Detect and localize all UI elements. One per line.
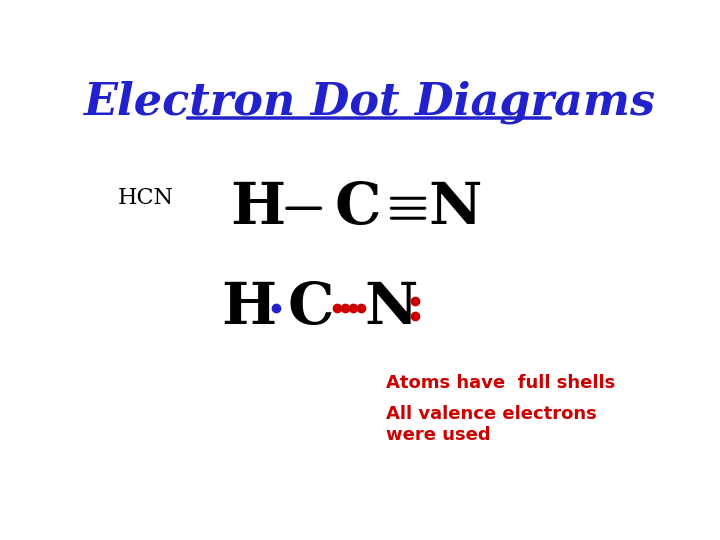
Text: Electron Dot Diagrams: Electron Dot Diagrams [83, 80, 655, 124]
Text: C: C [287, 280, 333, 336]
Text: H: H [222, 280, 276, 336]
Text: C: C [335, 180, 381, 237]
Text: All valence electrons
were used: All valence electrons were used [386, 405, 596, 444]
Text: N: N [428, 180, 482, 237]
Text: N: N [364, 280, 418, 336]
Text: HCN: HCN [118, 187, 174, 209]
Text: Atoms have  full shells: Atoms have full shells [386, 374, 615, 392]
Text: H: H [230, 180, 285, 237]
